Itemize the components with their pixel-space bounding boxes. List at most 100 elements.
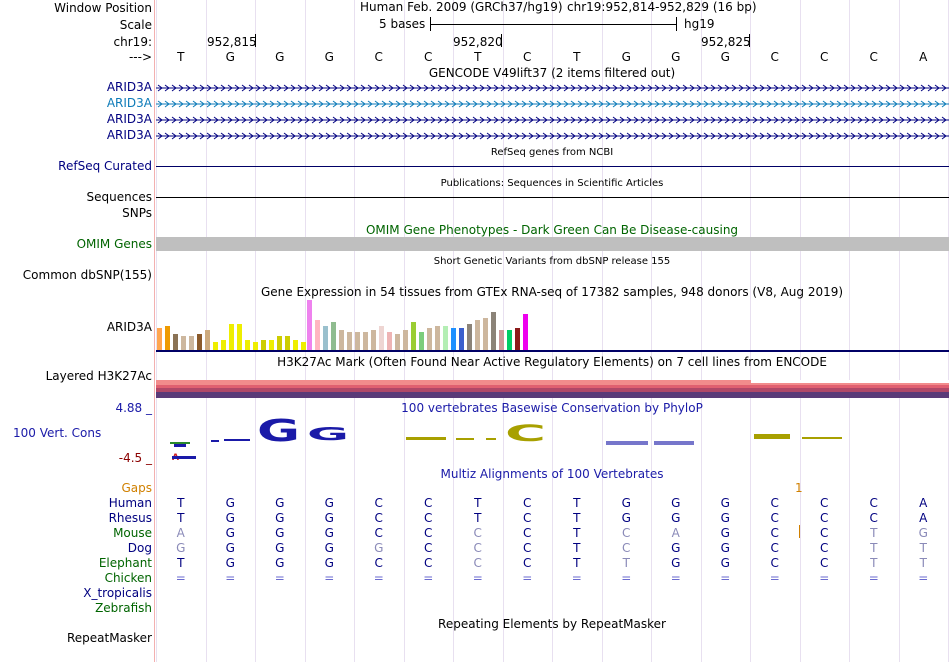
strand-chevron bbox=[164, 84, 170, 92]
strand-chevron bbox=[451, 84, 457, 92]
strand-chevron bbox=[612, 116, 618, 124]
strand-chevron bbox=[899, 116, 905, 124]
strand-chevron bbox=[654, 84, 660, 92]
species-label[interactable]: Elephant bbox=[98, 556, 152, 570]
species-label[interactable]: X_tropicalis bbox=[83, 586, 152, 600]
dbsnp-label[interactable]: Common dbSNP(155) bbox=[22, 268, 152, 282]
strand-chevron bbox=[815, 116, 821, 124]
strand-chevron bbox=[766, 132, 772, 140]
gtex-gene-label[interactable]: ARID3A bbox=[106, 320, 152, 334]
refseq-label[interactable]: RefSeq Curated bbox=[58, 159, 152, 173]
strand-chevron bbox=[507, 132, 513, 140]
gencode-item-label[interactable]: ARID3A bbox=[106, 128, 152, 142]
strand-chevron bbox=[556, 116, 562, 124]
gtex-expression-chart[interactable] bbox=[156, 300, 949, 350]
strand-chevron bbox=[283, 132, 289, 140]
phylop-logo[interactable]: A G G C bbox=[156, 412, 949, 463]
alignment-base: G bbox=[621, 496, 631, 510]
strand-chevron bbox=[234, 100, 240, 108]
strand-chevron bbox=[402, 116, 408, 124]
species-label[interactable]: Zebrafish bbox=[95, 601, 152, 615]
species-label[interactable]: Chicken bbox=[104, 571, 152, 585]
gtex-tissue-bar bbox=[515, 328, 520, 350]
strand-chevron bbox=[325, 132, 331, 140]
gencode-transcript-4[interactable] bbox=[156, 130, 949, 140]
alignment-base: A bbox=[919, 496, 928, 510]
alignment-base: C bbox=[869, 496, 878, 510]
chrom-label[interactable]: chr19: bbox=[113, 35, 152, 49]
strand-chevron bbox=[843, 132, 849, 140]
gaps-label[interactable]: Gaps bbox=[121, 481, 152, 495]
strand-chevron bbox=[535, 84, 541, 92]
refseq-gene-line[interactable] bbox=[156, 166, 949, 167]
strand-chevron bbox=[297, 100, 303, 108]
strand-chevron bbox=[773, 116, 779, 124]
strand-chevron bbox=[801, 116, 807, 124]
guide-line bbox=[899, 0, 900, 662]
strand-chevron bbox=[374, 132, 380, 140]
strand-chevron bbox=[423, 132, 429, 140]
strand-chevron bbox=[269, 132, 275, 140]
sequences-label[interactable]: Sequences bbox=[86, 190, 152, 204]
strand-chevron bbox=[535, 116, 541, 124]
alignment-base: G bbox=[275, 526, 285, 540]
alignment-base: C bbox=[424, 526, 433, 540]
strand-chevron bbox=[311, 132, 317, 140]
publications-line[interactable] bbox=[156, 197, 949, 198]
strand-chevron bbox=[724, 132, 730, 140]
species-label[interactable]: Dog bbox=[127, 541, 152, 555]
strand-chevron bbox=[626, 132, 632, 140]
strand-chevron bbox=[535, 100, 541, 108]
strand-chevron bbox=[171, 116, 177, 124]
sequence-base: G bbox=[720, 50, 730, 64]
alignment-base: = bbox=[769, 571, 780, 585]
strand-chevron bbox=[367, 116, 373, 124]
strand-chevron bbox=[528, 100, 534, 108]
strand-chevron bbox=[878, 132, 884, 140]
strand-chevron bbox=[927, 84, 933, 92]
alignment-base: C bbox=[820, 496, 829, 510]
strand-chevron bbox=[766, 116, 772, 124]
omim-gene-bar[interactable] bbox=[156, 237, 949, 251]
strand-chevron bbox=[479, 100, 485, 108]
strand-chevron bbox=[633, 116, 639, 124]
strand-chevron bbox=[178, 100, 184, 108]
gencode-transcript-2[interactable] bbox=[156, 98, 949, 108]
strand-chevron bbox=[717, 116, 723, 124]
gencode-transcript-3[interactable] bbox=[156, 114, 949, 124]
ruler-tick bbox=[501, 34, 502, 47]
strand-chevron bbox=[759, 84, 765, 92]
strand-chevron bbox=[213, 116, 219, 124]
species-label[interactable]: Human bbox=[108, 496, 152, 510]
strand-chevron bbox=[185, 132, 191, 140]
scale-label[interactable]: Scale bbox=[119, 18, 152, 32]
snps-label[interactable]: SNPs bbox=[122, 206, 152, 220]
strand-chevron bbox=[584, 132, 590, 140]
strand-chevron bbox=[262, 132, 268, 140]
omim-label[interactable]: OMIM Genes bbox=[76, 237, 152, 251]
cons-track-label[interactable]: 100 Vert. Cons bbox=[13, 426, 102, 440]
strand-chevron bbox=[696, 100, 702, 108]
h3k27ac-label[interactable]: Layered H3K27Ac bbox=[45, 369, 152, 383]
alignment-base: G bbox=[720, 511, 730, 525]
strand-chevron bbox=[640, 84, 646, 92]
strand-chevron bbox=[836, 132, 842, 140]
strand-chevron bbox=[570, 100, 576, 108]
strand-chevron bbox=[367, 132, 373, 140]
gtex-tissue-bar bbox=[475, 320, 480, 350]
species-label[interactable]: Mouse bbox=[113, 526, 152, 540]
gencode-transcript-1[interactable] bbox=[156, 82, 949, 92]
scale-bar-text: 5 bases bbox=[379, 17, 426, 31]
gencode-item-label[interactable]: ARID3A bbox=[106, 96, 152, 110]
strand-chevron bbox=[479, 132, 485, 140]
gencode-item-label[interactable]: ARID3A bbox=[106, 80, 152, 94]
strand-chevron bbox=[612, 84, 618, 92]
gtex-tissue-bar bbox=[323, 326, 328, 350]
species-label[interactable]: Rhesus bbox=[108, 511, 152, 525]
h3k27ac-signal[interactable] bbox=[156, 380, 949, 398]
strand-chevron bbox=[542, 116, 548, 124]
gencode-item-label[interactable]: ARID3A bbox=[106, 112, 152, 126]
strand-chevron bbox=[885, 116, 891, 124]
repeatmasker-label[interactable]: RepeatMasker bbox=[66, 631, 152, 645]
window-position-label[interactable]: Window Position bbox=[54, 1, 152, 15]
